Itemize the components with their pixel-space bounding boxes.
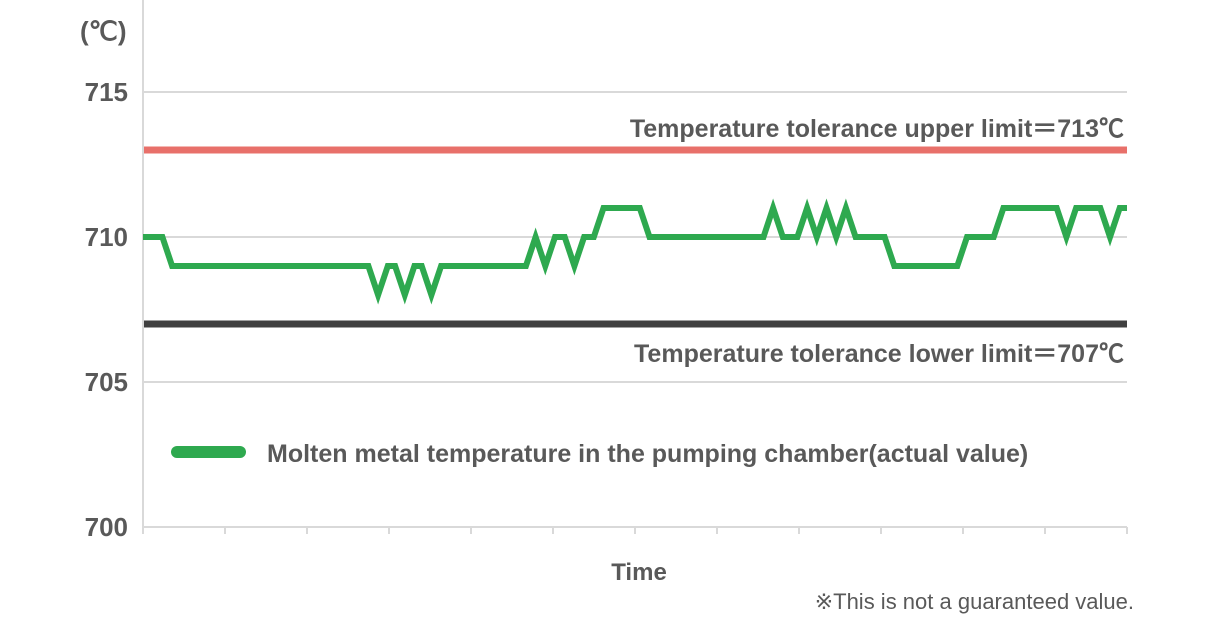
series-line-0	[143, 198, 1127, 305]
y-tick-label-710: 710	[85, 222, 128, 252]
reference-lines	[143, 146, 1127, 328]
y-tick-label-705: 705	[85, 367, 128, 397]
legend-label: Molten metal temperature in the pumping …	[267, 440, 1028, 468]
disclaimer-note: ※This is not a guaranteed value.	[815, 589, 1134, 614]
series-layer	[143, 198, 1127, 305]
labels: (℃) Time ※This is not a guaranteed value…	[80, 16, 1134, 614]
y-axis-unit-label: (℃)	[80, 16, 127, 46]
upper-limit-label: Temperature tolerance upper limit＝713℃	[630, 115, 1124, 143]
x-axis-label: Time	[611, 559, 667, 586]
lower-limit-label: Temperature tolerance lower limit＝707℃	[634, 340, 1124, 368]
y-tick-label-715: 715	[85, 77, 128, 107]
y-tick-label-700: 700	[85, 512, 128, 542]
axes: 700 705 710 715	[85, 0, 1128, 542]
